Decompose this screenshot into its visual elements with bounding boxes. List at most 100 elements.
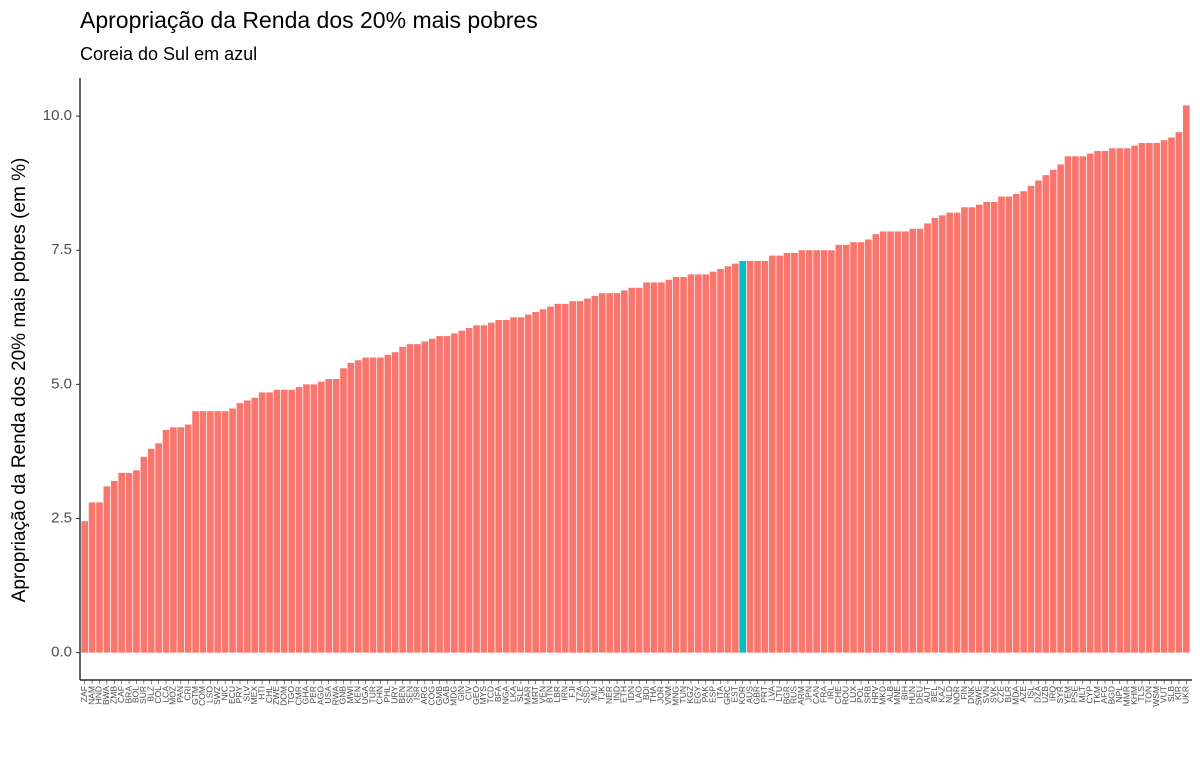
x-tick-label: FIN: [959, 686, 969, 700]
bar: [170, 427, 177, 653]
bar: [990, 201, 998, 653]
x-tick-label: BEL: [929, 686, 939, 702]
x-tick-label: ESP: [707, 686, 717, 703]
bar: [857, 242, 865, 653]
bar: [879, 231, 887, 653]
bar: [1042, 175, 1050, 653]
x-tick-label: COL: [153, 686, 163, 704]
x-tick-label: GBR: [752, 686, 762, 704]
x-tick-label: AUT: [922, 686, 932, 703]
x-tick-label: AZE: [1018, 686, 1028, 703]
bar: [687, 274, 695, 653]
bar: [702, 274, 710, 653]
x-tick-label: NGA: [500, 686, 510, 705]
bar: [975, 204, 983, 653]
bar: [842, 244, 850, 653]
bar: [998, 196, 1005, 653]
bar: [1175, 132, 1183, 653]
bar: [473, 325, 480, 653]
x-tick-label: IDN: [626, 686, 636, 701]
bar: [1020, 191, 1027, 653]
bar: [354, 360, 362, 653]
bar: [465, 328, 473, 653]
bar: [399, 346, 406, 653]
bar: [502, 319, 510, 653]
y-tick-label: 7.5: [51, 241, 72, 258]
x-tick-label: CYP: [1084, 686, 1094, 704]
x-tick-label: TLS: [1136, 686, 1146, 702]
x-tick-label: CAF: [116, 686, 126, 703]
x-tick-label: BEN: [397, 686, 407, 703]
x-tick-label: DZA: [1033, 686, 1043, 703]
bar: [1012, 193, 1020, 653]
x-tick-label: SLB: [1166, 686, 1176, 702]
bar: [303, 384, 310, 653]
x-tick-label: BGD: [1107, 686, 1117, 704]
x-tick-label: JOR: [656, 686, 666, 703]
x-tick-label: MOZ: [168, 686, 178, 705]
x-tick-label: IRN: [560, 686, 570, 701]
x-tick-label: MDG: [449, 686, 459, 706]
bar: [192, 411, 199, 653]
bar: [451, 333, 458, 653]
x-tick-label: TKM: [1092, 686, 1102, 704]
bar: [480, 325, 488, 653]
x-tick-label: TON: [1144, 686, 1154, 704]
x-tick-label: GNB: [338, 686, 348, 705]
x-tick-label: MMR: [1121, 686, 1131, 706]
bar: [798, 250, 806, 653]
x-tick-label: ARM: [796, 686, 806, 705]
bar: [717, 269, 724, 653]
bar: [613, 293, 621, 653]
x-tick-label: LBR: [552, 686, 562, 703]
bar: [983, 201, 991, 653]
bar: [369, 357, 377, 653]
bar: [177, 427, 185, 653]
x-tick-label: SUR: [138, 686, 148, 704]
bar: [110, 480, 118, 653]
chart-subtitle: Coreia do Sul em azul: [80, 44, 257, 64]
bar: [1049, 169, 1057, 653]
bar: [414, 344, 421, 653]
x-tick-label: ZWE: [271, 686, 281, 705]
x-tick-label: ARG: [419, 686, 429, 704]
x-tick-label: FRA: [818, 686, 828, 703]
bar: [310, 384, 318, 653]
x-tick-label: CHL: [264, 686, 274, 703]
bar: [280, 389, 288, 653]
bar: [1146, 142, 1153, 653]
bar: [761, 260, 769, 653]
bar: [709, 271, 717, 653]
x-tick-label: EGY: [693, 686, 703, 704]
bar: [125, 472, 133, 653]
bar: [1168, 137, 1175, 653]
bar: [1153, 142, 1161, 653]
bar: [850, 242, 857, 653]
bar: [266, 392, 273, 653]
bar: [1138, 142, 1146, 653]
x-tick-label: HTI: [256, 686, 266, 700]
bar: [791, 252, 798, 653]
x-tick-label: NAM: [86, 686, 96, 705]
bar: [1086, 153, 1094, 653]
x-tick-label: POL: [855, 686, 865, 703]
bar: [1182, 105, 1190, 653]
x-tick-label: MYS: [478, 686, 488, 705]
bar: [1101, 150, 1109, 653]
bar: [488, 322, 495, 653]
x-tick-label: COG: [426, 686, 436, 705]
bar: [229, 408, 236, 653]
x-tick-label: WSM: [1151, 686, 1161, 707]
bar: [214, 411, 222, 653]
bar: [635, 287, 643, 653]
bar: [207, 411, 214, 653]
bar: [739, 260, 747, 653]
x-tick-label: FJI: [567, 686, 577, 698]
x-tick-label: HUN: [907, 686, 917, 704]
x-tick-label: AGO: [316, 686, 326, 705]
bar: [894, 231, 902, 653]
bar: [828, 250, 835, 653]
x-tick-label: KGZ: [685, 686, 695, 703]
bar: [96, 502, 103, 653]
bar: [1116, 148, 1124, 653]
